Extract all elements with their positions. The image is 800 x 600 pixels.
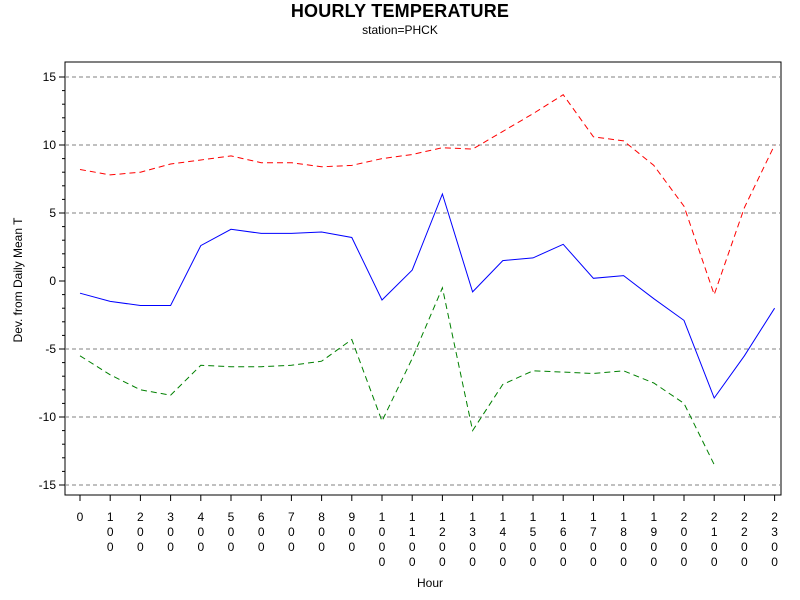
- x-tick-label: 0: [77, 510, 84, 524]
- y-tick-label: -15: [39, 478, 57, 492]
- x-axis: 0 1 0 0 2 0 0 3 0 0 4 0 0 5 0 0 6 0 0 7 0 0 8 0 0 9 0 0 1 0 0 0 1 1 0 0 1 2 0 0…: [77, 495, 778, 569]
- series-line-3: [79, 286, 715, 465]
- gridlines: [65, 76, 781, 486]
- y-tick-label: 10: [43, 138, 57, 152]
- chart-subtitle: station=PHCK: [362, 23, 438, 37]
- series-line-2: [79, 192, 776, 400]
- y-axis: -15 -10 -5 0 5 10 15: [39, 70, 65, 492]
- series-line-1: [79, 94, 776, 297]
- y-tick-label: -5: [45, 342, 56, 356]
- chart-title: HOURLY TEMPERATURE: [290, 1, 510, 21]
- y-tick-label: 15: [43, 70, 57, 84]
- y-tick-label: -10: [39, 410, 57, 424]
- y-tick-label: 5: [49, 206, 56, 220]
- plot-frame: [64, 61, 782, 496]
- series-layer: [79, 94, 776, 465]
- y-axis-label: Dev. from Daily Mean T: [11, 217, 25, 343]
- x-axis-label: Hour: [417, 576, 443, 590]
- y-tick-label: 0: [49, 274, 56, 288]
